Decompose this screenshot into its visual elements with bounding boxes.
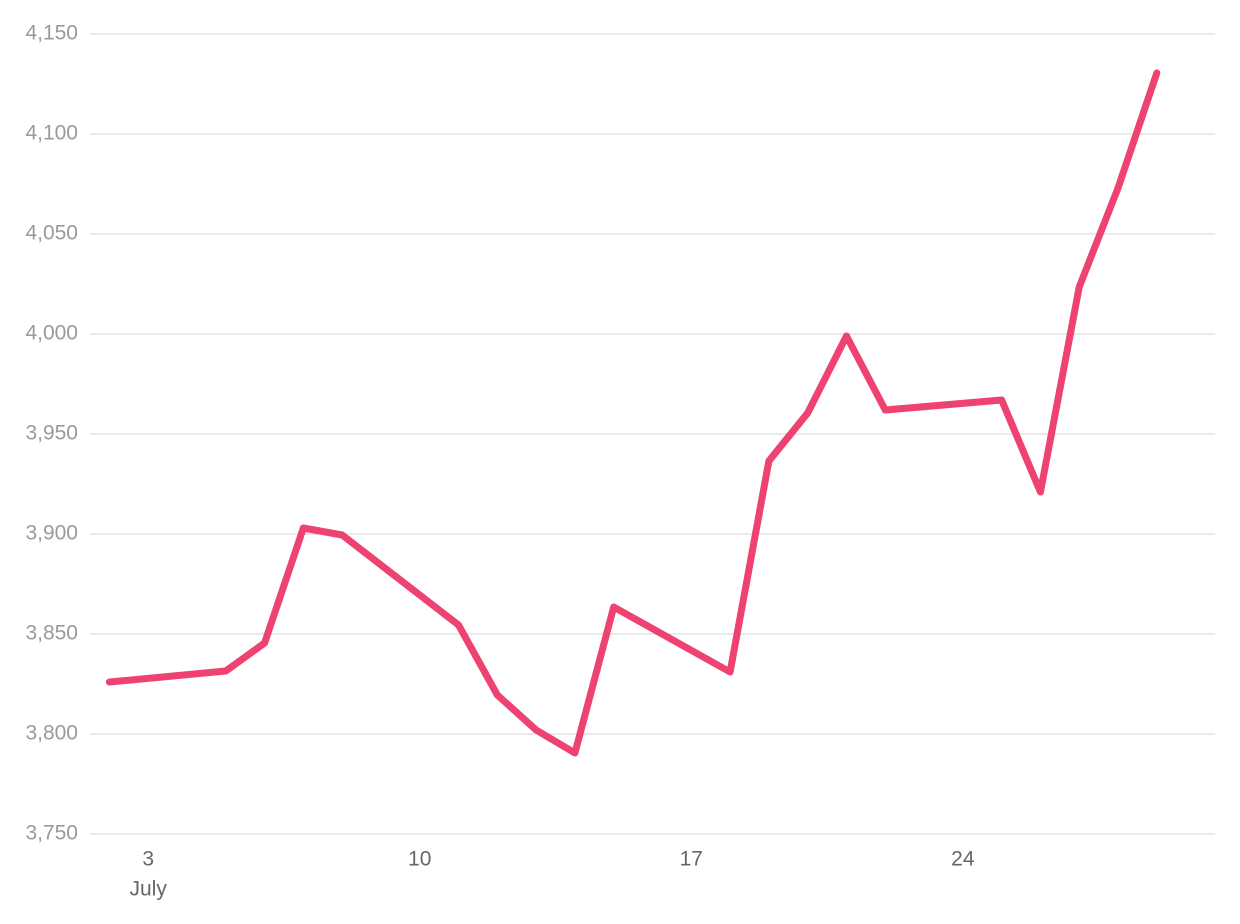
y-tick-label: 4,150	[25, 22, 78, 45]
x-tick-label: 3	[142, 848, 154, 871]
y-tick-label: 3,850	[25, 622, 78, 645]
y-tick-label: 3,950	[25, 422, 78, 445]
y-tick-label: 3,900	[25, 522, 78, 545]
y-tick-label: 3,800	[25, 722, 78, 745]
x-month-label: July	[130, 878, 168, 901]
x-tick-label: 17	[680, 848, 703, 871]
y-tick-label: 4,100	[25, 122, 78, 145]
x-tick-label: 24	[951, 848, 975, 871]
y-tick-label: 4,000	[25, 322, 78, 345]
line	[105, 69, 1161, 757]
y-tick-label: 3,750	[25, 822, 78, 845]
x-tick-label: 10	[408, 848, 431, 871]
y-tick-label: 4,050	[25, 222, 78, 245]
